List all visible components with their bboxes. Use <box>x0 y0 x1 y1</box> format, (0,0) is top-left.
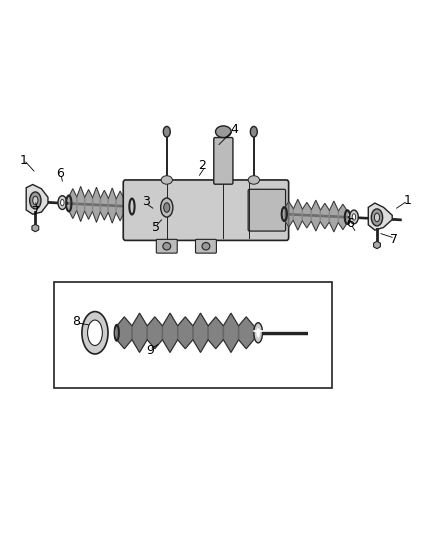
Polygon shape <box>162 313 178 352</box>
FancyBboxPatch shape <box>195 239 216 253</box>
Ellipse shape <box>164 203 170 212</box>
FancyBboxPatch shape <box>123 180 289 240</box>
FancyBboxPatch shape <box>214 138 233 184</box>
Polygon shape <box>26 184 48 214</box>
Text: 6: 6 <box>346 216 354 230</box>
Polygon shape <box>208 317 223 349</box>
Ellipse shape <box>251 126 257 137</box>
Polygon shape <box>193 313 208 352</box>
Ellipse shape <box>256 328 260 337</box>
Ellipse shape <box>60 199 64 206</box>
Ellipse shape <box>163 126 170 137</box>
Polygon shape <box>293 199 302 230</box>
Ellipse shape <box>58 196 67 209</box>
Polygon shape <box>239 317 254 349</box>
Polygon shape <box>116 191 124 221</box>
Polygon shape <box>284 201 293 227</box>
Text: 7: 7 <box>390 233 398 246</box>
FancyBboxPatch shape <box>156 239 177 253</box>
Text: 2: 2 <box>198 159 206 172</box>
Ellipse shape <box>248 176 259 184</box>
Text: 1: 1 <box>404 193 412 207</box>
Polygon shape <box>374 241 380 249</box>
Ellipse shape <box>88 320 102 345</box>
Polygon shape <box>117 317 132 349</box>
Polygon shape <box>311 200 320 231</box>
Polygon shape <box>329 201 339 232</box>
Polygon shape <box>178 317 193 349</box>
Ellipse shape <box>254 322 262 343</box>
Polygon shape <box>339 204 347 230</box>
Text: 5: 5 <box>152 221 160 234</box>
Polygon shape <box>320 203 329 229</box>
Polygon shape <box>69 189 77 219</box>
FancyBboxPatch shape <box>248 189 286 231</box>
Ellipse shape <box>371 209 383 226</box>
Ellipse shape <box>33 196 38 205</box>
Ellipse shape <box>350 210 358 224</box>
Bar <box>53 282 332 389</box>
Ellipse shape <box>161 176 173 184</box>
Polygon shape <box>302 203 311 228</box>
Ellipse shape <box>374 213 380 222</box>
Polygon shape <box>77 187 85 222</box>
Polygon shape <box>368 203 392 230</box>
Text: 6: 6 <box>56 167 64 180</box>
Ellipse shape <box>163 243 171 250</box>
Polygon shape <box>124 189 132 224</box>
Text: 4: 4 <box>230 123 238 136</box>
Ellipse shape <box>30 192 41 209</box>
Polygon shape <box>108 188 116 223</box>
Ellipse shape <box>202 243 210 250</box>
Ellipse shape <box>352 214 356 220</box>
Text: 7: 7 <box>32 205 40 218</box>
Text: 3: 3 <box>142 195 150 208</box>
Polygon shape <box>132 313 147 352</box>
Polygon shape <box>100 190 108 220</box>
Text: 8: 8 <box>72 315 80 328</box>
Ellipse shape <box>82 312 108 354</box>
Text: 9: 9 <box>146 344 154 357</box>
Polygon shape <box>147 317 162 349</box>
Ellipse shape <box>161 198 173 217</box>
Text: 1: 1 <box>19 154 27 167</box>
Polygon shape <box>32 224 39 232</box>
Polygon shape <box>85 190 92 219</box>
Ellipse shape <box>215 126 231 138</box>
Polygon shape <box>92 187 100 222</box>
Polygon shape <box>223 313 239 352</box>
